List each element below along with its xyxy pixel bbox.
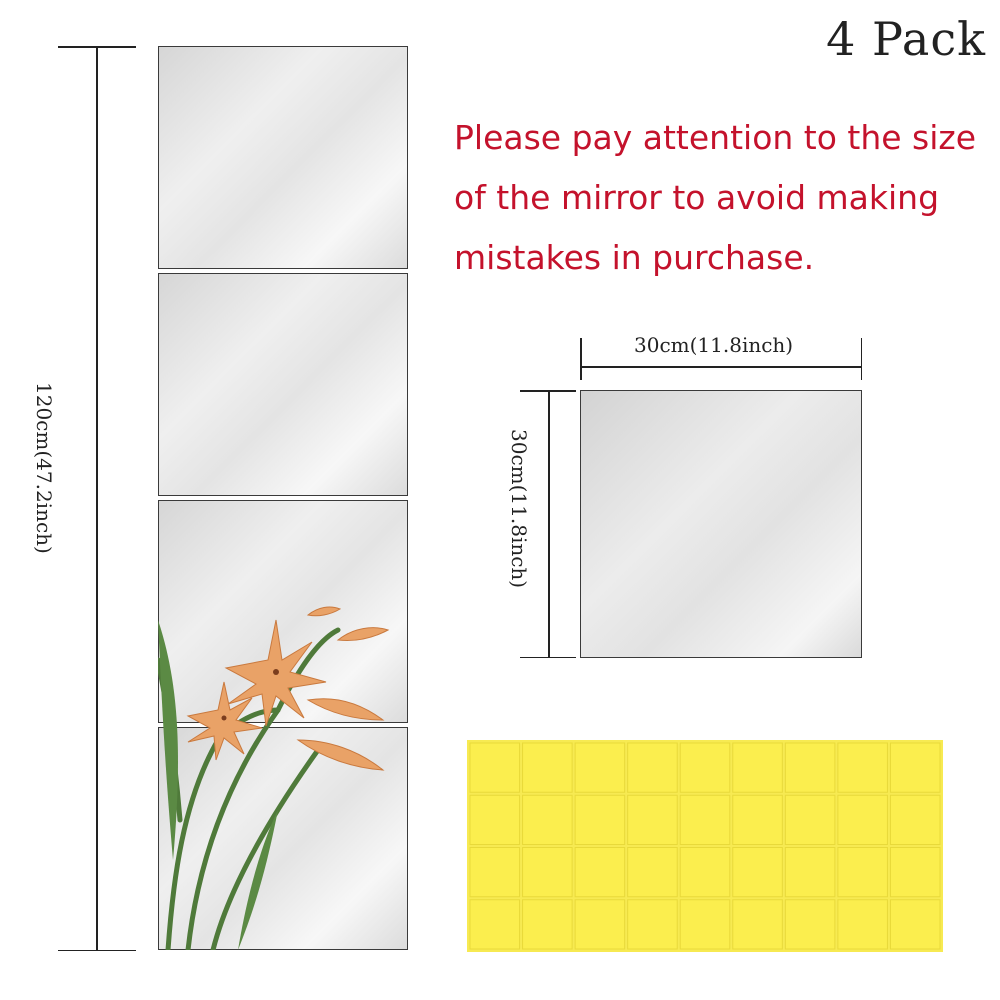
flower-blossoms (186, 606, 390, 771)
mirror-tile-2 (158, 273, 408, 496)
adhesive-pad (679, 847, 731, 898)
single-mirror-tile (580, 390, 862, 658)
adhesive-pad (469, 742, 521, 793)
adhesive-pad (732, 794, 783, 845)
size-notice: Please pay attention to the size of the … (454, 118, 977, 277)
adhesive-pad (469, 899, 521, 950)
adhesive-pad (837, 742, 888, 793)
adhesive-pad (837, 794, 888, 845)
height-dimension-line (520, 390, 576, 658)
total-height-dimension-line (58, 46, 138, 951)
adhesive-pad (784, 742, 836, 793)
adhesive-pad (522, 742, 573, 793)
adhesive-pad (627, 794, 678, 845)
tile-height-label: 30cm(11.8inch) (507, 427, 531, 591)
adhesive-pad (889, 742, 941, 793)
tile-width-label: 30cm(11.8inch) (630, 333, 798, 357)
adhesive-pad (627, 847, 678, 898)
adhesive-pad (784, 794, 836, 845)
adhesive-pad (837, 899, 888, 950)
adhesive-pad (679, 899, 731, 950)
adhesive-pad (732, 847, 783, 898)
adhesive-pad (889, 794, 941, 845)
adhesive-pad (469, 794, 521, 845)
adhesive-pad (784, 847, 836, 898)
flower-reflection-illustration (158, 606, 390, 950)
pack-title: 4 Pack (826, 12, 986, 66)
adhesive-pad (574, 899, 626, 950)
adhesive-pad (679, 794, 731, 845)
adhesive-pad (522, 794, 573, 845)
adhesive-pad (732, 899, 783, 950)
adhesive-pad-grid (469, 742, 941, 950)
width-dimension-line (580, 338, 862, 380)
adhesive-pad (837, 847, 888, 898)
adhesive-pad-sheet (467, 740, 943, 952)
adhesive-pad (889, 899, 941, 950)
adhesive-pad (522, 899, 573, 950)
flower-leaves (158, 620, 278, 950)
adhesive-pad (522, 847, 573, 898)
total-height-label: 120cm(47.2inch) (32, 380, 56, 556)
adhesive-pad (732, 742, 783, 793)
adhesive-pad (679, 742, 731, 793)
adhesive-pad (784, 899, 836, 950)
adhesive-pad (574, 742, 626, 793)
adhesive-pad (469, 847, 521, 898)
adhesive-pad (574, 794, 626, 845)
adhesive-pad (574, 847, 626, 898)
adhesive-pad (889, 847, 941, 898)
adhesive-pad (627, 899, 678, 950)
mirror-tile-1 (158, 46, 408, 269)
adhesive-pad (627, 742, 678, 793)
